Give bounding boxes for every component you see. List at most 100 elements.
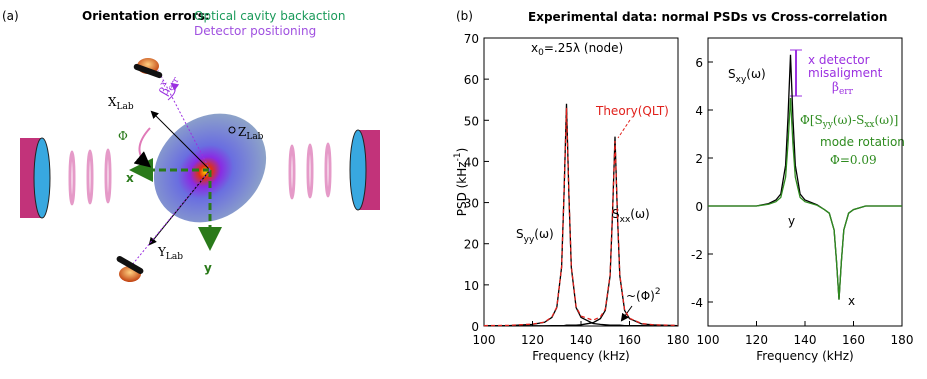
axis-label: Lab: [117, 102, 134, 112]
heading: Orientation errors:: [82, 9, 210, 23]
annotation-arrow: [617, 119, 631, 139]
annotation: (ω)-S: [833, 113, 864, 127]
annotation: (ω)]: [875, 113, 899, 127]
x-tick-label: 160: [618, 333, 641, 347]
plot-frame: [483, 37, 679, 327]
y-tick-label: 2: [695, 152, 703, 166]
annotation: Φ[Syy(ω)-Sxx(ω)]: [800, 113, 898, 130]
x-axis-label: Frequency (kHz): [532, 349, 629, 363]
detector-axis: [131, 169, 211, 266]
line-series: [484, 136, 679, 327]
x-tick-label: 140: [794, 333, 817, 347]
annotation: S: [516, 227, 524, 241]
y-tick-label: 30: [464, 197, 479, 211]
line-series: [708, 54, 902, 300]
chart-title: Experimental data: normal PSDs vs Cross-…: [528, 10, 887, 24]
annotation: Syy(ω): [516, 227, 554, 245]
annotation: ~(Φ)2: [626, 287, 661, 303]
annotation: Theory(QLT): [595, 104, 669, 118]
annotation: Φ=0.09: [830, 153, 877, 167]
annotation: S: [728, 67, 736, 81]
y-tick-label: 10: [464, 279, 479, 293]
standing-wave: [68, 142, 332, 206]
x-tick-label: 140: [570, 333, 593, 347]
axis-label: Y: [157, 245, 167, 259]
y-axis-label: PSD (kHz: [455, 161, 469, 216]
annotation: (ω): [534, 227, 553, 241]
line-series: [483, 107, 679, 327]
error-label: Optical cavity backaction: [194, 9, 345, 23]
annotation: =.25λ (node): [544, 41, 623, 55]
line-series: [708, 97, 902, 300]
y-tick-label: 0: [695, 200, 703, 214]
annotation: x: [531, 41, 538, 55]
y-tick-label: 50: [464, 114, 479, 128]
annotation: 2: [655, 287, 661, 297]
axis-label: Lab: [166, 252, 183, 262]
axis-label: YLab: [157, 245, 183, 262]
x-tick-label: 120: [745, 333, 768, 347]
y-axis-label: -1: [453, 152, 463, 161]
axis-label: ZLab: [238, 125, 264, 142]
y-axis-label: ): [455, 148, 469, 153]
axis-label: Lab: [246, 132, 263, 142]
axis-label: Z: [238, 125, 246, 139]
annotation: x detector: [808, 53, 870, 67]
axis-label: X: [108, 95, 117, 109]
detector: [116, 256, 144, 274]
annotation: Sxy(ω): [728, 67, 766, 85]
y-tick-label: 70: [464, 32, 479, 46]
y-tick-label: 4: [695, 104, 703, 118]
angle-label: x: [158, 79, 169, 88]
axis-arrow: [148, 169, 211, 246]
y-tick-label: 0: [471, 320, 479, 334]
annotation: yy: [822, 120, 834, 130]
mirror: [349, 129, 367, 211]
annotation: x0=.25λ (node): [531, 41, 623, 58]
particle: [153, 113, 267, 223]
y-axis-label: PSD (kHz-1): [453, 148, 469, 217]
angle-label: Φ: [118, 129, 128, 143]
angle-label: err: [166, 75, 182, 93]
annotation: xx: [864, 120, 874, 130]
annotation: S: [612, 207, 620, 221]
mirror: [33, 137, 51, 219]
annotation: Φ[S: [800, 113, 823, 127]
detector-axis: [157, 69, 211, 171]
y-tick-label: 20: [464, 238, 479, 252]
annotation: ~(Φ): [626, 289, 655, 303]
diagram: (a) Orientation errors: Optical cavity b…: [2, 9, 380, 282]
axis-label: y: [204, 261, 212, 275]
annotation: (ω): [746, 67, 765, 81]
detector: [133, 63, 163, 79]
y-tick-label: 40: [464, 155, 479, 169]
axis-arrow: [150, 110, 211, 171]
x-tick-label: 100: [473, 333, 496, 347]
annotation: y: [788, 214, 795, 228]
annotation: βerr: [832, 80, 854, 97]
angle-arc: [133, 127, 152, 168]
annotation: 0: [538, 48, 544, 58]
annotation: xx: [620, 215, 631, 225]
z-axis: [228, 126, 236, 134]
axis-label: XLab: [108, 95, 134, 112]
x-tick-label: 180: [891, 333, 914, 347]
y-tick-label: -2: [691, 248, 703, 262]
panel-label: (a): [2, 9, 19, 23]
y-tick-label: -4: [691, 296, 703, 310]
panel-label: (b): [456, 9, 473, 23]
error-label: Detector positioning: [194, 24, 316, 38]
angle-arc: [167, 82, 180, 101]
x-tick-label: 180: [667, 333, 690, 347]
annotation: β: [832, 80, 839, 94]
x-tick-label: 160: [842, 333, 865, 347]
annotation: err: [839, 87, 854, 97]
annotation: mode rotation: [820, 135, 905, 149]
annotation: misaligment: [808, 66, 883, 80]
x-axis-label: Frequency (kHz): [756, 349, 853, 363]
annotation: Sxx(ω): [612, 207, 650, 225]
y-tick-label: 6: [695, 56, 703, 70]
x-tick-label: 100: [697, 333, 720, 347]
y-tick-label: 60: [464, 73, 479, 87]
